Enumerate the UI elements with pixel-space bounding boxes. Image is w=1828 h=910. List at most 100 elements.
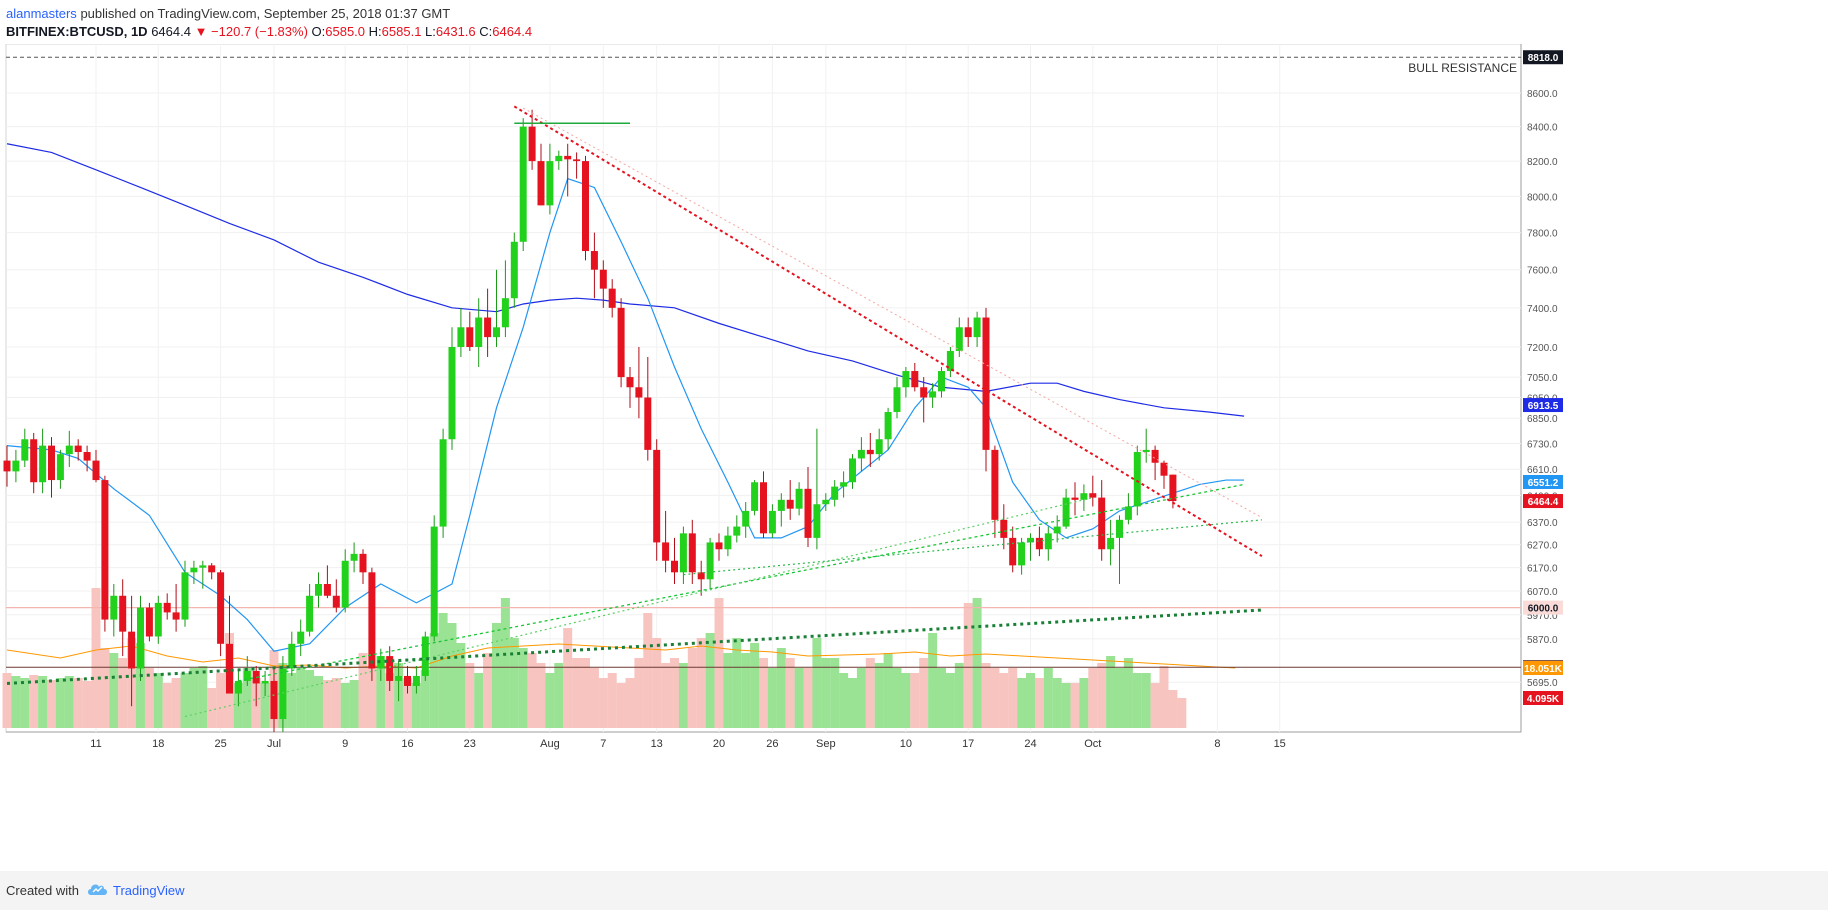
volume-bar — [687, 648, 697, 728]
candle-body — [1142, 449, 1150, 453]
y-tick-label: 7600.0 — [1527, 266, 1558, 277]
x-tick-label: 18 — [152, 738, 164, 750]
price-label-text: 6913.5 — [1528, 401, 1559, 412]
candle-body — [1018, 542, 1026, 566]
volume-bar — [465, 663, 475, 728]
volume-bar — [1123, 658, 1133, 728]
volume-bar — [705, 633, 715, 728]
candle-body — [724, 535, 732, 550]
volume-bar — [759, 658, 768, 728]
green-uptrend-line-3 — [683, 519, 1262, 576]
candle-body — [30, 439, 38, 483]
chart-canvas[interactable]: 5695.0 5870.0 5970.0 6070.0 6170.0 6270.0 6370… — [0, 43, 1828, 871]
bull-resistance-label: BULL RESISTANCE — [1408, 61, 1517, 75]
candle-body — [528, 126, 536, 162]
candle-body — [884, 411, 892, 440]
volume-bar — [1106, 656, 1116, 728]
candle-body — [261, 680, 269, 684]
candle-body — [243, 670, 251, 681]
volume-bar — [865, 658, 875, 728]
candle-body — [466, 327, 474, 348]
y-tick-label: 7050.0 — [1527, 373, 1558, 384]
price-chart[interactable]: 5695.0 5870.0 5970.0 6070.0 6170.0 6270.0 6370… — [0, 43, 1828, 871]
volume-bar — [492, 623, 501, 728]
candle-body — [742, 510, 750, 527]
x-tick-label: 20 — [713, 738, 725, 750]
x-tick-label: Jul — [267, 738, 281, 750]
candle-body — [679, 533, 687, 573]
candle-body — [964, 327, 972, 338]
candle-body — [368, 572, 376, 669]
x-tick-label: 17 — [962, 738, 974, 750]
volume-bar — [38, 676, 48, 728]
candle-body — [1053, 526, 1061, 534]
volume-bar — [972, 598, 982, 728]
volume-bar — [162, 683, 172, 728]
candle-body — [777, 499, 785, 511]
candle-body — [751, 482, 759, 511]
volume-bar — [794, 668, 804, 728]
high-value: 6585.1 — [381, 24, 422, 39]
author-link[interactable]: alanmasters — [6, 6, 77, 21]
y-tick-label: 6370.0 — [1527, 518, 1558, 529]
candle-body — [1000, 519, 1008, 538]
candle-body — [56, 454, 64, 481]
y-tick-label: 5870.0 — [1527, 635, 1558, 646]
volume-label-box — [1523, 661, 1563, 675]
x-tick-label: 7 — [600, 738, 606, 750]
low-label: L: — [425, 24, 436, 39]
candle-body — [154, 602, 162, 637]
volume-bar — [661, 663, 671, 728]
volume-bar — [803, 668, 813, 728]
candle-body — [1080, 493, 1088, 500]
candle-body — [1071, 497, 1079, 500]
candle-body — [208, 565, 216, 573]
candle-body — [590, 251, 598, 270]
volume-bar — [678, 663, 688, 728]
created-with-label: Created with — [6, 883, 79, 898]
x-tick-label: 15 — [1274, 738, 1286, 750]
candle-body — [92, 460, 100, 481]
volume-bar — [563, 628, 573, 728]
volume-bar — [438, 613, 448, 728]
low-value: 6431.6 — [435, 24, 476, 39]
volume-bar — [616, 683, 626, 728]
candle-body — [599, 269, 607, 289]
candle-body — [1151, 449, 1159, 463]
volume-bar — [456, 643, 466, 728]
tradingview-cloud-icon[interactable] — [87, 881, 109, 897]
symbol-label[interactable]: BITFINEX:BTCUSD, 1D — [6, 24, 148, 39]
candle-body — [555, 155, 563, 162]
candle-body — [911, 371, 919, 388]
candle-body — [48, 445, 55, 481]
price-label-box — [1523, 494, 1563, 509]
red-downtrend-line — [513, 105, 1263, 558]
candle-body — [279, 668, 287, 720]
volume-bar — [963, 603, 973, 728]
volume-bar — [634, 658, 644, 728]
x-tick-label: 26 — [766, 738, 778, 750]
candle-body — [217, 572, 225, 644]
candle-body — [626, 377, 634, 388]
candle-body — [608, 288, 616, 308]
candle-body — [635, 387, 643, 398]
candle-body — [341, 560, 349, 608]
y-tick-label: 8000.0 — [1527, 192, 1558, 203]
volume-bar — [189, 668, 199, 728]
volume-bar — [1070, 683, 1080, 728]
candle-body — [831, 486, 839, 500]
candle-body — [857, 449, 865, 459]
candle-body — [715, 542, 723, 550]
volume-bar — [100, 648, 110, 728]
price-label-text: 6464.4 — [1528, 497, 1559, 508]
tradingview-brand[interactable]: TradingView — [113, 883, 185, 898]
volume-bar — [928, 633, 938, 728]
candle-body — [3, 460, 11, 472]
candle-body — [350, 553, 358, 561]
volume-bar — [741, 653, 751, 728]
candle-body — [982, 317, 990, 450]
candle-body — [137, 607, 144, 669]
volume-bar — [198, 666, 208, 728]
volume-bar — [55, 678, 65, 728]
candle-body — [83, 452, 91, 461]
